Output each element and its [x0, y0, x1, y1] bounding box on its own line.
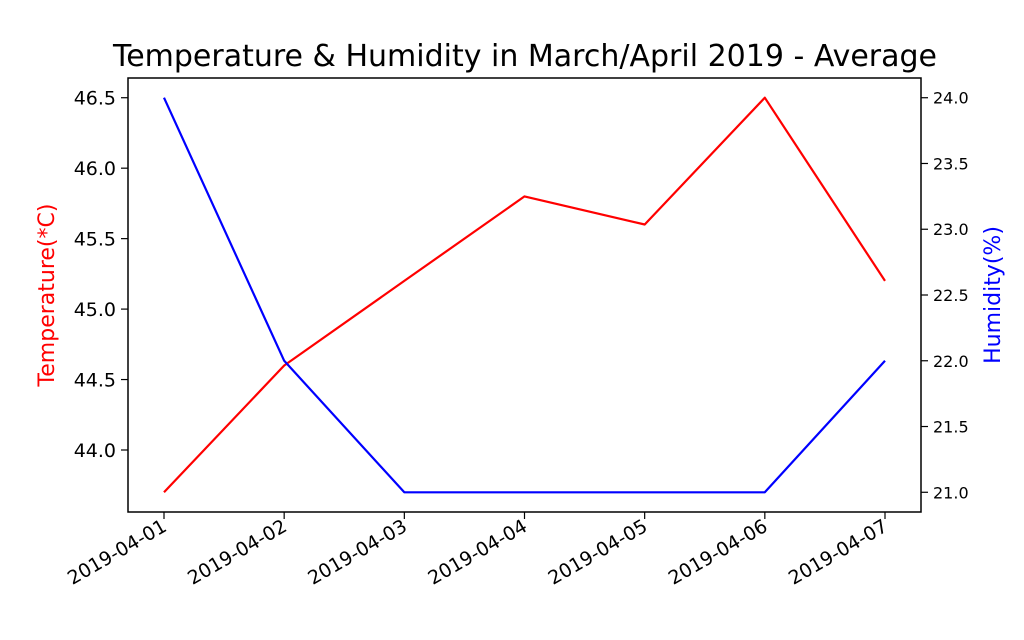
temperature-line: [163, 96, 886, 494]
x-tick-label: 2019-04-04: [424, 515, 531, 589]
y-left-tick-label: 44.5: [74, 370, 116, 392]
y-right-tick-label: 21.5: [933, 418, 969, 437]
x-tick-label: 2019-04-07: [785, 515, 892, 589]
y-right-tick-label: 23.5: [933, 154, 969, 173]
y-right-tick-label: 21.0: [933, 483, 969, 502]
y-left-tick-label: 46.5: [74, 88, 116, 110]
chart-title: Temperature & Humidity in March/April 20…: [112, 39, 937, 74]
x-tick-label: 2019-04-06: [665, 515, 772, 589]
left-axis-ticks: 44.0 44.5 45.0 45.5 46.0 46.5: [74, 88, 128, 462]
y-axis-left-label: Temperature(*C): [35, 204, 60, 388]
y-left-tick-label: 46.0: [74, 158, 116, 180]
y-axis-right-label: Humidity(%): [981, 226, 1006, 364]
plot-frame: [127, 77, 922, 513]
x-tick-label: 2019-04-02: [184, 515, 291, 589]
series-lines: [162, 96, 886, 494]
y-left-tick-label: 44.0: [74, 440, 116, 462]
x-tick-label: 2019-04-05: [545, 515, 652, 589]
y-right-tick-label: 23.0: [933, 220, 969, 239]
x-tick-label: 2019-04-01: [64, 515, 171, 589]
x-tick-label: 2019-04-03: [304, 515, 411, 589]
y-left-tick-label: 45.5: [74, 229, 116, 251]
y-right-tick-label: 22.0: [933, 352, 969, 371]
y-right-tick-label: 22.5: [933, 286, 969, 305]
y-left-tick-label: 45.0: [74, 299, 116, 321]
x-axis-ticks: 2019-04-01 2019-04-02 2019-04-03 2019-04-04…: [64, 512, 892, 590]
right-axis-ticks: 21.0 21.5 22.0 22.5 23.0 23.5 24.0: [921, 89, 969, 502]
y-right-tick-label: 24.0: [933, 89, 969, 108]
humidity-line: [162, 97, 886, 494]
